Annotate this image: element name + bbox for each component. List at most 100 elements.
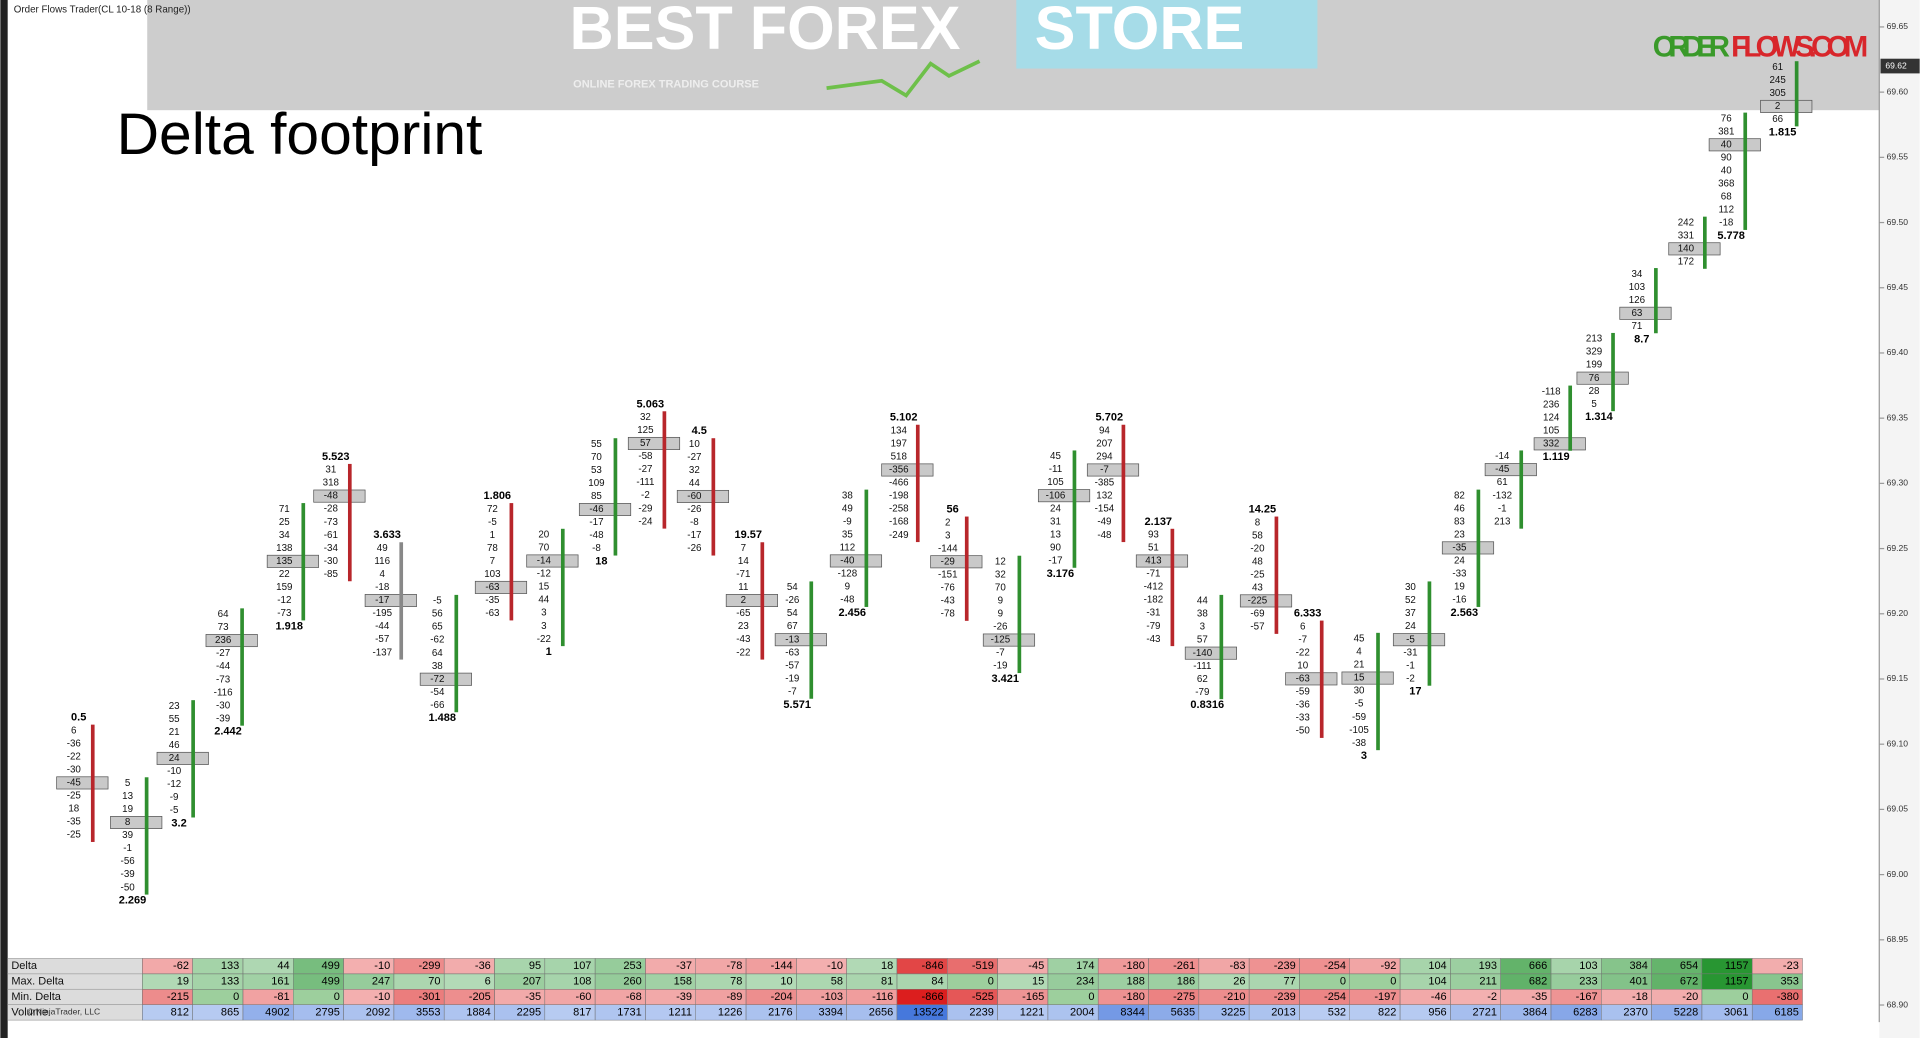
poc-box: [1708, 138, 1761, 152]
footprint-cell: 64: [432, 648, 443, 659]
bar-body: [90, 724, 95, 842]
footprint-cell: -7: [1100, 465, 1109, 476]
footprint-cell: -31: [1403, 647, 1417, 658]
price-tick-label: 69.65: [1887, 21, 1909, 31]
logo-accent-box: [1016, 0, 1318, 69]
summary-cell-value: 499: [322, 960, 340, 972]
bar-label: 1: [546, 646, 552, 658]
summary-cell-value: -239: [1274, 960, 1296, 972]
bar-label: 17: [1409, 686, 1421, 698]
footprint-cell: -7: [996, 648, 1005, 659]
footprint-cell: -59: [1352, 712, 1366, 723]
price-tick-label: 69.60: [1887, 86, 1909, 96]
footprint-cell: -33: [1296, 713, 1311, 724]
price-tick-label: 69.40: [1887, 347, 1909, 357]
footprint-cell: -57: [375, 634, 389, 645]
bar-label: 14.25: [1249, 504, 1277, 516]
footprint-cell: 126: [1629, 295, 1646, 306]
footprint-cell: 72: [487, 504, 498, 515]
poc-box: [419, 672, 472, 686]
bar-body: [1121, 424, 1126, 543]
logo-sub: ONLINE FOREX TRADING COURSE: [573, 78, 759, 90]
footprint-cell: 11: [738, 582, 748, 593]
summary-cell-value: 211: [1479, 975, 1497, 987]
footprint-cell: 213: [1586, 334, 1603, 345]
poc-box: [156, 751, 209, 765]
footprint-cell: 10: [689, 439, 700, 450]
footprint-cell: -140: [1193, 648, 1213, 659]
footprint-cell: -48: [1097, 530, 1112, 541]
summary-cell-value: 104: [1428, 960, 1446, 972]
price-tick-label: 69.10: [1887, 738, 1909, 748]
poc-box: [1239, 594, 1293, 608]
summary-cell-value: -35: [1531, 991, 1547, 1003]
footprint-cell: -12: [277, 595, 291, 606]
footprint-cell: -16: [1452, 595, 1467, 606]
footprint-cell: 124: [1543, 412, 1560, 423]
footprint-cell: 236: [215, 635, 232, 646]
footprint-cell: -2: [641, 490, 650, 501]
footprint-cell: -22: [537, 634, 551, 645]
summary-cell-value: -46: [1431, 991, 1447, 1003]
summary-cell-value: 2656: [869, 1006, 893, 1018]
footprint-cell: 331: [1678, 230, 1694, 241]
footprint-cell: 35: [842, 529, 853, 540]
poc-box: [1576, 371, 1629, 385]
summary-cell-value: 1731: [617, 1006, 641, 1018]
footprint-cell: -17: [375, 595, 389, 606]
footprint-cell: 21: [1354, 660, 1365, 671]
footprint-cell: -65: [736, 608, 751, 619]
footprint-cell: 368: [1718, 179, 1735, 190]
summary-cell-value: -204: [771, 991, 793, 1003]
price-tick-label: 69.25: [1887, 543, 1909, 553]
footprint-cell: 31: [325, 465, 336, 476]
watermark-band: [147, 0, 1880, 111]
footprint-cell: -62: [430, 635, 444, 646]
footprint-cell: 70: [538, 543, 549, 554]
footprint-cell: -132: [1492, 490, 1512, 501]
bar-label: 4.5: [692, 425, 707, 437]
footprint-cell: -73: [277, 608, 292, 619]
summary-cell-value: -18: [1632, 991, 1648, 1003]
footprint-cell: -73: [216, 674, 231, 685]
summary-cell-value: -92: [1380, 960, 1396, 972]
footprint-cell: -57: [1250, 622, 1264, 633]
summary-cell-value: 0: [1088, 991, 1094, 1003]
footprint-cell: -72: [430, 674, 444, 685]
summary-row-label: Min. Delta: [11, 991, 61, 1003]
summary-cell-value: 0: [1742, 991, 1748, 1003]
summary-cell-value: -275: [1173, 991, 1195, 1003]
price-tick-label: 69.05: [1887, 804, 1909, 814]
summary-cell-value: 2295: [517, 1006, 541, 1018]
footprint-cell: 53: [591, 465, 602, 476]
price-tick-label: 69.15: [1887, 673, 1909, 683]
bar-body: [144, 777, 149, 895]
footprint-cell: 90: [1721, 152, 1732, 163]
footprint-cell: 172: [1678, 256, 1694, 267]
footprint-cell: 38: [842, 490, 853, 501]
summary-cell-value: 26: [1233, 975, 1245, 987]
footprint-cell: 90: [1050, 542, 1061, 553]
bar-body: [1654, 268, 1658, 334]
bar-body: [760, 542, 765, 660]
brand-right: FLOWS.COM: [1731, 31, 1868, 64]
footprint-cell: -5: [488, 517, 497, 528]
footprint-cell: 49: [377, 543, 388, 554]
summary-cell-value: -525: [972, 991, 994, 1003]
footprint-cell: -71: [736, 569, 750, 580]
bar-label: 0.5: [71, 712, 86, 724]
footprint-cell: 9: [998, 596, 1003, 607]
footprint-cell: 24: [1050, 503, 1061, 514]
summary-cell-value: -45: [1028, 960, 1044, 972]
footprint-cell: 39: [122, 830, 133, 841]
footprint-cell: 112: [840, 542, 856, 553]
summary-cell-value: 682: [1529, 975, 1547, 987]
summary-cell-value: 1221: [1020, 1006, 1044, 1018]
bar-label: 18: [595, 556, 607, 568]
footprint-cell: 116: [374, 556, 390, 567]
footprint-cell: 93: [1148, 530, 1159, 541]
bar-label: 1.806: [484, 490, 512, 502]
footprint-cell: 34: [1631, 269, 1642, 280]
footprint-cell: 45: [1050, 451, 1061, 462]
